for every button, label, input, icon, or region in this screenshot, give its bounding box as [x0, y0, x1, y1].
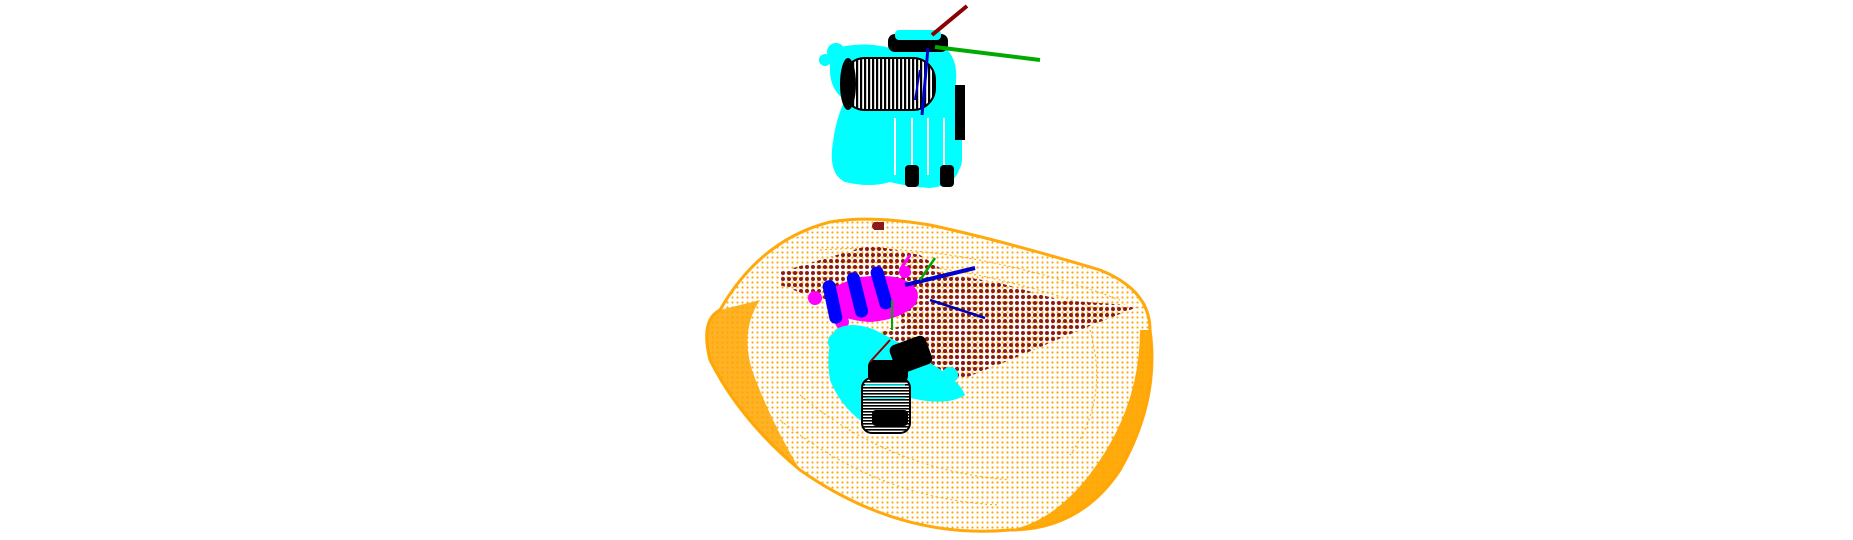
axis-y-line — [934, 45, 1041, 62]
axis-x-line — [930, 4, 969, 37]
grasp-candidate — [870, 266, 893, 310]
gripper-mesh-cylinder — [842, 57, 936, 111]
grasp-candidate — [846, 272, 869, 318]
bottom-gripper-model — [828, 300, 965, 434]
bin-left-wall — [706, 300, 800, 470]
axis-z-line — [920, 47, 930, 116]
bin-lower-wall — [1010, 330, 1152, 530]
top-gripper-model — [819, 4, 1041, 188]
grasp-candidates — [822, 254, 986, 324]
grasp-candidate — [822, 280, 843, 324]
